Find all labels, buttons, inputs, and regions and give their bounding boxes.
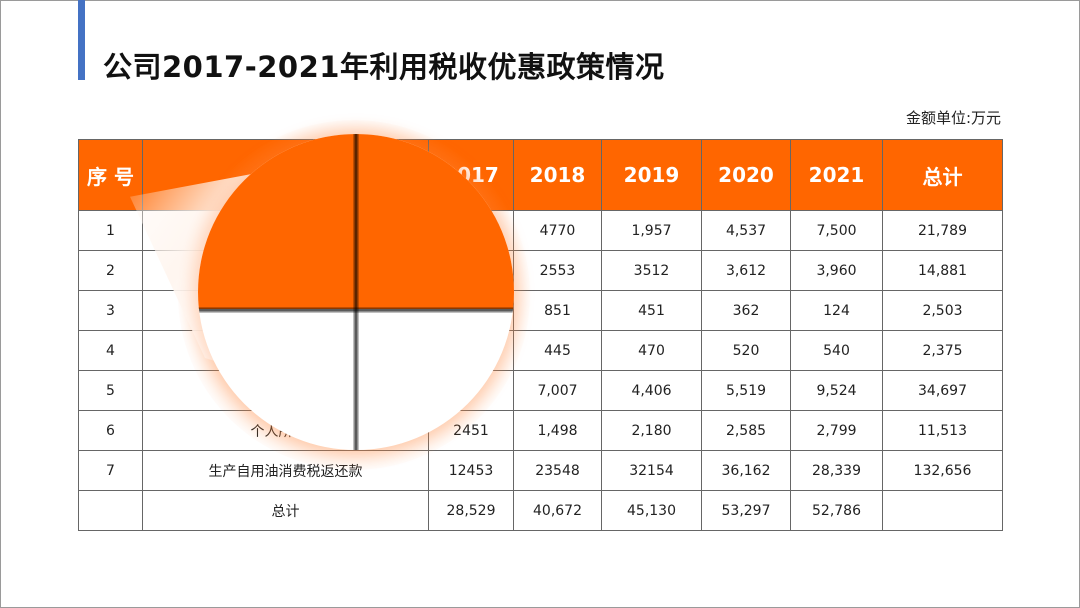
total-2019: 45,130: [601, 490, 702, 531]
cell-2020: 36,162: [701, 450, 791, 491]
cell-2021: 28,339: [790, 450, 883, 491]
unit-label: 金额单位:万元: [905, 109, 1001, 127]
cell-2021: 2,799: [790, 410, 883, 451]
cell-2020: 5,519: [701, 370, 791, 411]
cell-2018: 1,498: [513, 410, 602, 451]
cell-2017: 12453: [428, 450, 514, 491]
cell-total: 2,503: [882, 290, 1003, 331]
header-cell-2019: 2019: [601, 139, 702, 211]
table-total-row: 总计 28,529 40,672 45,130 53,297 52,786: [78, 490, 1003, 531]
page-title: 公司2017-2021年利用税收优惠政策情况: [103, 50, 665, 84]
row-number: 3: [78, 290, 143, 331]
cell-total: 21,789: [882, 210, 1003, 251]
header-cell-total: 总计: [882, 139, 1003, 211]
cell-2019: 4,406: [601, 370, 702, 411]
lens-vertical-gridline: [353, 134, 359, 450]
row-number: 2: [78, 250, 143, 291]
cell-2018: 7,007: [513, 370, 602, 411]
row-number: 1: [78, 210, 143, 251]
table-row: 7 生产自用油消费税返还款 12453 23548 32154 36,162 2…: [78, 450, 1003, 491]
row-number: 4: [78, 330, 143, 371]
total-2021: 52,786: [790, 490, 883, 531]
table-row: 5 7,007 4,406 5,519 9,524 34,697: [78, 370, 1003, 411]
cell-2019: 1,957: [601, 210, 702, 251]
cell-2018: 4770: [513, 210, 602, 251]
header-cell-2020: 2020: [701, 139, 791, 211]
cell-2020: 2,585: [701, 410, 791, 451]
cell-2020: 4,537: [701, 210, 791, 251]
cell-total: 14,881: [882, 250, 1003, 291]
cell-2019: 451: [601, 290, 702, 331]
total-2020: 53,297: [701, 490, 791, 531]
cell-2020: 3,612: [701, 250, 791, 291]
cell-2019: 470: [601, 330, 702, 371]
cell-2021: 3,960: [790, 250, 883, 291]
total-2018: 40,672: [513, 490, 602, 531]
cell-2021: 7,500: [790, 210, 883, 251]
cell-2018: 2553: [513, 250, 602, 291]
row-number: 6: [78, 410, 143, 451]
cell-2018: 851: [513, 290, 602, 331]
cell-total: 11,513: [882, 410, 1003, 451]
title-accent-bar: [78, 0, 85, 80]
cell-total: 2,375: [882, 330, 1003, 371]
cell-2021: 540: [790, 330, 883, 371]
cell-2021: 124: [790, 290, 883, 331]
row-item-name: 生产自用油消费税返还款: [142, 450, 429, 491]
cell-2019: 32154: [601, 450, 702, 491]
cell-total: 34,697: [882, 370, 1003, 411]
cell-2018: 23548: [513, 450, 602, 491]
cell-2018: 445: [513, 330, 602, 371]
total-row-label: 总计: [142, 490, 429, 531]
cell-2021: 9,524: [790, 370, 883, 411]
total-2017: 28,529: [428, 490, 514, 531]
cell-2019: 2,180: [601, 410, 702, 451]
cell-2020: 520: [701, 330, 791, 371]
header-cell-2021: 2021: [790, 139, 883, 211]
row-number: 7: [78, 450, 143, 491]
total-grand: [882, 490, 1003, 531]
magnifier-lens: [198, 134, 514, 450]
row-number: 5: [78, 370, 143, 411]
cell-total: 132,656: [882, 450, 1003, 491]
total-row-number: [78, 490, 143, 531]
lens-horizontal-gridline: [198, 307, 514, 313]
cell-2020: 362: [701, 290, 791, 331]
cell-2019: 3512: [601, 250, 702, 291]
table-row: 6 个人所得税 2451 1,498 2,180 2,585 2,799 11,…: [78, 410, 1003, 451]
header-cell-2018: 2018: [513, 139, 602, 211]
